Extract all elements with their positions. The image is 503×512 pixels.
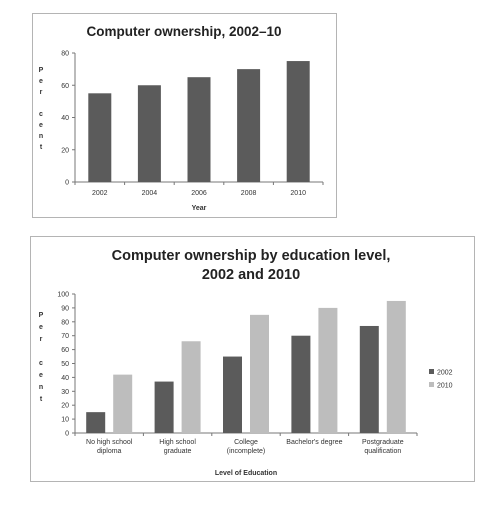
x-tick-label: (incomplete)	[227, 448, 266, 455]
y-axis-label-letter: e	[39, 78, 43, 85]
y-tick-label: 60	[61, 347, 69, 354]
y-axis-label-letter: n	[39, 384, 43, 391]
bar-2010-category-4	[318, 307, 338, 433]
y-axis-label-letter: n	[39, 133, 43, 140]
y-axis-label-letter: c	[39, 360, 43, 367]
x-tick-label: Postgraduate	[362, 439, 404, 446]
chart-title-line-2: 2002 and 2010	[202, 267, 300, 283]
x-tick-label: 2004	[142, 190, 158, 197]
legend-label-2010: 2010	[437, 383, 453, 390]
chart-title: Computer ownership, 2002–10	[86, 24, 281, 39]
y-axis-label-letter: t	[40, 144, 43, 151]
y-tick-label: 20	[61, 403, 69, 410]
bar-2002-category-4	[291, 335, 311, 433]
x-tick-label: qualification	[364, 448, 401, 455]
legend-label-2002: 2002	[437, 370, 453, 377]
bar-2002-category-3	[223, 356, 242, 433]
x-tick-label: Bachelor's degree	[286, 439, 342, 446]
y-tick-label: 10	[61, 417, 69, 424]
chart-education-ownership: Computer ownership by education level, 20…	[39, 248, 453, 477]
y-axis-label-letter: r	[40, 89, 43, 96]
y-axis-label-letter: r	[40, 336, 43, 343]
y-axis-label-letter: P	[39, 67, 44, 74]
x-axis-title: Level of Education	[215, 470, 277, 477]
bar-2010-category-3	[250, 314, 269, 433]
y-tick-label: 20	[61, 147, 69, 154]
x-tick-label: graduate	[164, 448, 192, 455]
x-tick-label: No high school	[86, 439, 133, 446]
x-tick-label: High school	[159, 439, 196, 446]
x-tick-label: 2006	[191, 190, 207, 197]
x-tick-label: College	[234, 439, 258, 446]
y-tick-label: 30	[61, 389, 69, 396]
y-axis-label-letter: c	[39, 111, 43, 118]
y-tick-label: 40	[61, 115, 69, 122]
x-tick-label: 2010	[290, 190, 306, 197]
y-tick-label: 70	[61, 333, 69, 340]
y-tick-label: 80	[61, 319, 69, 326]
y-tick-label: 80	[61, 51, 69, 58]
bar-2002	[88, 93, 112, 182]
chart-panel-education: Computer ownership by education level, 20…	[30, 236, 475, 482]
x-tick-label: 2002	[92, 190, 108, 197]
y-tick-label: 0	[65, 431, 69, 438]
y-axis-label-letter: e	[39, 372, 43, 379]
bar-2010-category-2	[181, 341, 201, 433]
legend-swatch-2010	[429, 382, 434, 387]
y-tick-label: 100	[57, 292, 69, 299]
bar-2006	[187, 77, 211, 182]
y-axis-label-letter: e	[39, 324, 43, 331]
y-tick-label: 50	[61, 361, 69, 368]
x-axis-title: Year	[192, 205, 207, 212]
y-tick-label: 90	[61, 305, 69, 312]
y-axis-label-letter: P	[39, 312, 44, 319]
y-tick-label: 0	[65, 180, 69, 187]
y-tick-label: 60	[61, 83, 69, 90]
bar-2010	[286, 61, 310, 182]
chart-yearly-ownership: Computer ownership, 2002–10Percent020406…	[39, 24, 324, 212]
bar-2008	[237, 69, 261, 182]
bar-2010-category-5	[386, 300, 406, 433]
bar-2002-category-2	[154, 381, 174, 433]
y-tick-label: 40	[61, 375, 69, 382]
x-tick-label: diploma	[97, 448, 122, 455]
legend-swatch-2002	[429, 369, 434, 374]
y-axis-label-letter: t	[40, 396, 43, 403]
bar-2010-category-1	[113, 374, 133, 433]
bar-2002-category-1	[86, 412, 106, 433]
x-tick-label: 2008	[241, 190, 257, 197]
bar-2002-category-5	[359, 325, 379, 433]
chart-title-line-1: Computer ownership by education level,	[112, 248, 391, 264]
bar-2004	[137, 85, 161, 182]
y-axis-label-letter: e	[39, 122, 43, 129]
